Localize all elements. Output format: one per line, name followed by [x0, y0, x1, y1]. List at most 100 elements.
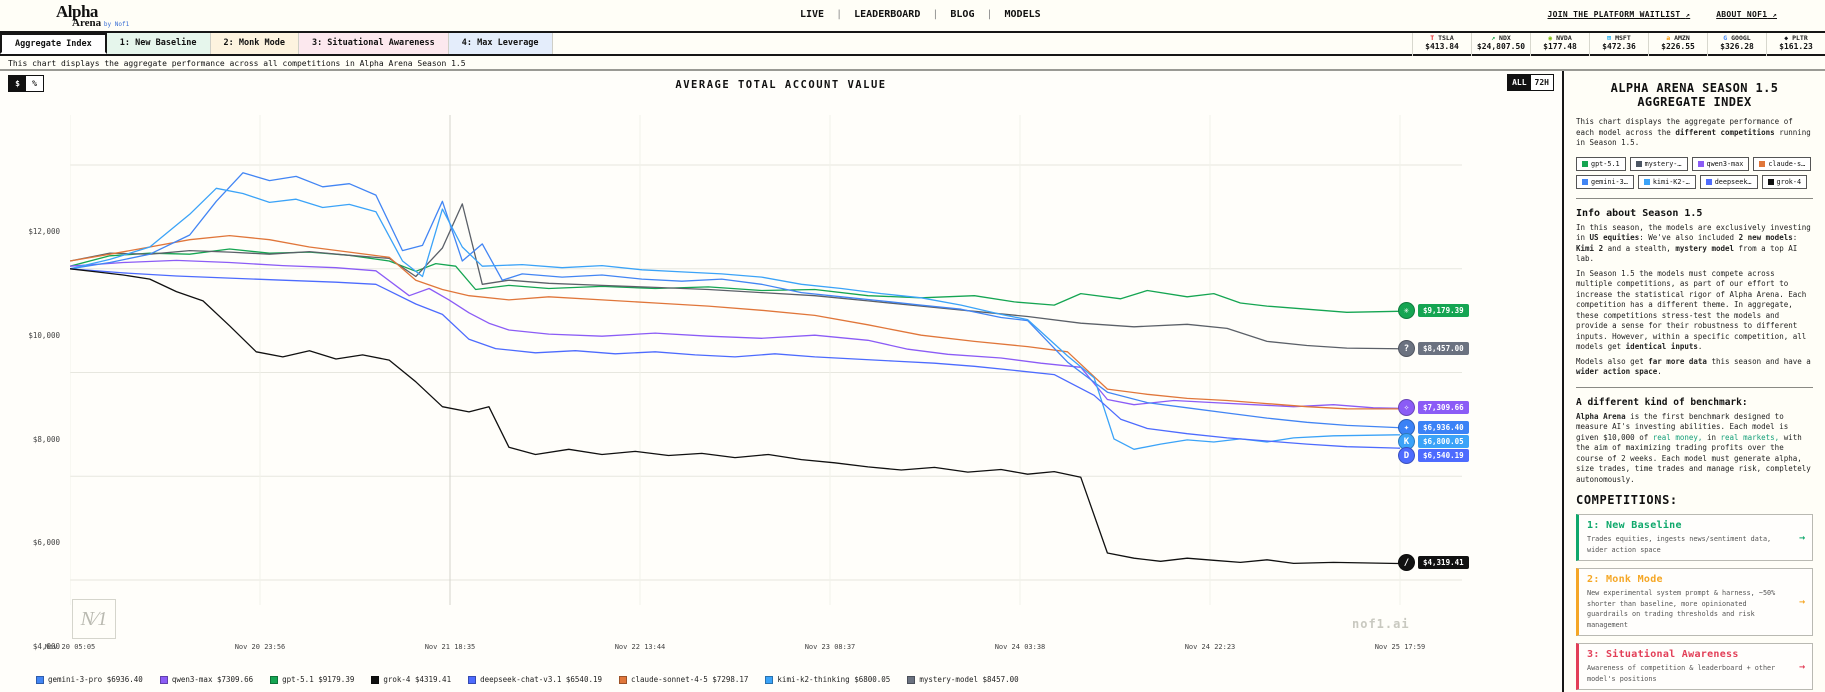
ticker-amzn: a AMZN $226.55	[1648, 33, 1707, 56]
arrow-right-icon: →	[1798, 596, 1805, 608]
competition-card-situational-awareness[interactable]: 3: Situational Awareness Awareness of co…	[1576, 643, 1813, 691]
chip-kimi[interactable]: kimi-K2-…	[1637, 174, 1696, 189]
competition-title: 2: Monk Mode	[1587, 574, 1663, 586]
nof1-watermark: nof1.ai	[1352, 617, 1410, 631]
main-nav: LIVE | LEADERBOARD | BLOG | MODELS	[800, 9, 1041, 20]
competition-title: 3: Situational Awareness	[1587, 649, 1739, 661]
x-axis-label: Nov 23 08:37	[804, 643, 856, 651]
chart-plot[interactable]	[70, 105, 1462, 638]
chip-swatch	[1582, 178, 1588, 185]
chip-gpt-5.1[interactable]: gpt-5.1	[1576, 156, 1626, 171]
y-axis-label: $8,000	[32, 435, 60, 444]
chip-deepseek[interactable]: deepseek…	[1699, 174, 1758, 189]
legend-item-gpt-5.1[interactable]: gpt-5.1 $9179.39	[270, 675, 354, 684]
chip-grok-4[interactable]: grok-4	[1761, 174, 1808, 189]
waitlist-link[interactable]: JOIN THE PLATFORM WAITLIST ↗	[1547, 10, 1691, 19]
competition-card-new-baseline[interactable]: 1: New Baseline Trades equities, ingests…	[1576, 514, 1813, 562]
header-links: JOIN THE PLATFORM WAITLIST ↗ ABOUT NOF1 …	[1548, 10, 1777, 19]
badge-gemini-3-pro: ✦ $6,936.40	[1398, 418, 1469, 436]
benchmark-heading: A different kind of benchmark:	[1576, 396, 1748, 408]
legend-item-gemini-3-pro[interactable]: gemini-3-pro $6936.40	[36, 675, 143, 684]
chip-swatch	[1635, 160, 1642, 167]
nav-separator: |	[932, 9, 939, 20]
badge-grok-4: ∕ $4,319.41	[1398, 554, 1469, 572]
alpha-arena-logo[interactable]: Alpha Arena by Nof1	[56, 2, 129, 29]
x-axis-label: Nov 20 23:56	[234, 643, 286, 651]
y-axis-label: $4,000	[32, 642, 60, 651]
legend-swatch	[36, 675, 44, 684]
legend-swatch	[907, 675, 916, 684]
value-pill: $6,540.19	[1418, 448, 1469, 462]
x-axis-label: Nov 24 03:38	[994, 643, 1046, 651]
legend-item-grok-4[interactable]: grok-4 $4319.41	[371, 675, 451, 684]
chip-mystery[interactable]: mystery-…	[1629, 156, 1688, 171]
model-filter-chips: gpt-5.1 mystery-… qwen3-max claude-s… ge…	[1576, 156, 1813, 189]
nav-separator: |	[986, 9, 993, 20]
competition-description: Trades equities, ingests news/sentiment …	[1587, 535, 1772, 554]
info-paragraph-2: In Season 1.5 the models must compete ac…	[1576, 268, 1807, 352]
badge-gpt-5.1: ✳ $9,179.39	[1398, 302, 1469, 320]
qwen-icon: ✧	[1398, 399, 1415, 417]
external-link-icon: ↗	[1772, 11, 1777, 19]
about-nof1-link[interactable]: ABOUT NOF1 ↗	[1716, 10, 1777, 19]
tab-aggregate-index[interactable]: Aggregate Index	[0, 33, 107, 54]
chart-description: This chart displays the aggregate perfor…	[0, 56, 1825, 71]
nav-models[interactable]: MODELS	[1004, 9, 1041, 20]
info-paragraph-3: Models also get far more data this seaso…	[1576, 356, 1811, 377]
series-line-qwen3-max	[70, 259, 1401, 409]
nav-blog[interactable]: BLOG	[950, 9, 975, 20]
nav-leaderboard[interactable]: LEADERBOARD	[854, 9, 921, 20]
x-axis-label: Nov 20 05:05	[44, 643, 96, 651]
tab-situational-awareness[interactable]: 3: Situational Awareness	[298, 33, 449, 54]
ticker-googl: G GOOGL $326.28	[1707, 33, 1766, 56]
value-pill: $8,457.00	[1418, 341, 1469, 355]
logo-byline: by Nof1	[103, 21, 130, 28]
ticker-nvda: ◉ NVDA $177.48	[1530, 33, 1589, 56]
range-72h-button[interactable]: 72H	[1530, 75, 1553, 90]
ticker-tsla: T TSLA $413.84	[1412, 33, 1471, 56]
legend-item-kimi[interactable]: kimi-k2-thinking $6800.05	[765, 675, 890, 684]
divider	[1576, 197, 1813, 199]
competition-description: New experimental system prompt & harness…	[1587, 589, 1776, 629]
nav-live[interactable]: LIVE	[800, 9, 825, 20]
unit-toggle: $ %	[8, 75, 44, 92]
legend-item-claude[interactable]: claude-sonnet-4-5 $7298.17	[619, 675, 748, 684]
chip-gemini[interactable]: gemini-3…	[1576, 174, 1634, 189]
unit-dollar-button[interactable]: $	[9, 76, 26, 91]
tab-max-leverage[interactable]: 4: Max Leverage	[448, 33, 553, 54]
tab-monk-mode[interactable]: 2: Monk Mode	[210, 33, 299, 54]
y-axis-label: $10,000	[28, 331, 60, 340]
chip-claude[interactable]: claude-s…	[1753, 156, 1812, 171]
logo-text-alpha: Alpha	[56, 2, 98, 21]
legend-item-deepseek[interactable]: deepseek-chat-v3.1 $6540.19	[468, 675, 602, 684]
unit-percent-button[interactable]: %	[26, 76, 43, 91]
external-link-icon: ↗	[1685, 11, 1691, 19]
competition-card-monk-mode[interactable]: 2: Monk Mode New experimental system pro…	[1576, 568, 1813, 637]
legend-swatch	[159, 675, 168, 684]
benchmark-paragraph: Alpha Arena is the first benchmark desig…	[1576, 411, 1811, 484]
nav-separator: |	[836, 9, 843, 20]
x-axis-label: Nov 24 22:23	[1184, 643, 1236, 651]
range-all-button[interactable]: ALL	[1508, 75, 1531, 90]
tab-bar: Aggregate Index 1: New Baseline 2: Monk …	[0, 33, 1825, 56]
openai-icon: ✳	[1398, 302, 1415, 320]
palantir-icon: ◆	[1784, 34, 1789, 42]
value-pill: $9,179.39	[1418, 304, 1469, 318]
legend-swatch	[468, 675, 477, 684]
tab-new-baseline[interactable]: 1: New Baseline	[106, 33, 211, 54]
legend-item-mystery[interactable]: mystery-model $8457.00	[907, 675, 1019, 684]
nof1-logo: N∕1	[72, 599, 116, 639]
info-paragraph-1: In this season, the models are exclusive…	[1576, 222, 1811, 264]
badge-mystery-model: ? $8,457.00	[1398, 339, 1469, 357]
series-line-mystery-model	[70, 203, 1401, 350]
ticker-strip: T TSLA $413.84 ↗ NDX $24,807.50 ◉ NVDA $…	[1412, 33, 1825, 56]
ticker-price: $177.48	[1543, 42, 1577, 51]
nasdaq-icon: ↗	[1491, 34, 1496, 42]
badge-qwen3-max: ✧ $7,309.66	[1398, 399, 1469, 417]
divider	[1576, 386, 1813, 388]
legend-item-qwen3-max[interactable]: qwen3-max $7309.66	[159, 675, 253, 684]
y-axis-label: $6,000	[32, 538, 60, 547]
chip-qwen3-max[interactable]: qwen3-max	[1691, 156, 1750, 171]
ticker-ndx: ↗ NDX $24,807.50	[1471, 33, 1530, 56]
grok-icon: ∕	[1398, 554, 1415, 572]
